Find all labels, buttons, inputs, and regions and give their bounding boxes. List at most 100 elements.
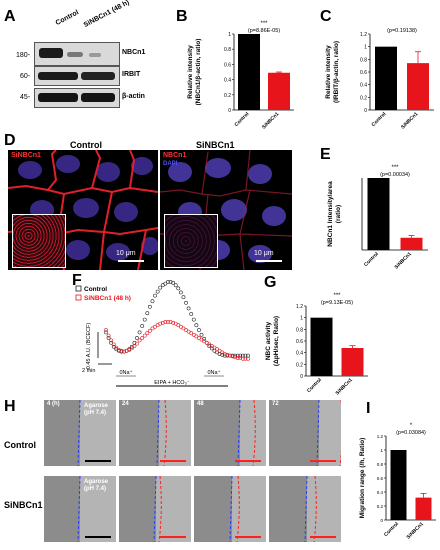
scratch-grid: 4 (h) Agarose (pH 7.4) 24 48 72 Agarose (pH 7.4… <box>44 400 344 550</box>
c-tick-label: 0.2 <box>360 95 367 101</box>
band-nbcn1-lane2 <box>67 52 83 57</box>
panel-label-i: I <box>366 400 371 417</box>
f-point-0 <box>145 311 150 316</box>
f-point-1 <box>240 356 245 361</box>
f-point-0 <box>238 353 243 358</box>
f-point-0 <box>168 280 173 284</box>
f-point-1 <box>104 328 108 332</box>
micro-title-control: Control <box>70 140 102 150</box>
scratch-scale-bar <box>235 460 261 462</box>
scratch-image-r0-c0: 4 (h) Agarose (pH 7.4) <box>44 400 116 466</box>
panel-label-c: C <box>320 8 332 25</box>
c-tick-label: 0.8 <box>360 57 367 63</box>
scratch-scale-bar <box>235 536 261 538</box>
scratch-image-r1-c3 <box>269 476 341 542</box>
i-ylabel-0: Migration range (/h, Ratio) <box>359 438 366 519</box>
f-point-1 <box>147 328 152 333</box>
b-bar-1 <box>268 72 290 110</box>
f-point-0 <box>191 317 196 322</box>
f-point-0 <box>150 299 155 304</box>
c-tick-label: 0 <box>364 108 367 114</box>
scratch-image-r1-c0: Agarose (pH 7.4) <box>44 476 116 542</box>
blot-nbcn1 <box>34 42 120 66</box>
f-point-0 <box>176 286 181 291</box>
f-point-0 <box>106 336 111 340</box>
f-point-1 <box>168 320 173 324</box>
blot-irbit <box>34 66 120 86</box>
scratch-time-label: 4 (h) <box>47 401 60 407</box>
f-point-0 <box>199 332 204 337</box>
i-tick-label: 0.4 <box>377 490 384 495</box>
i-tick-label: 0.2 <box>377 504 384 509</box>
f-point-0 <box>171 280 176 285</box>
f-point-0 <box>147 304 152 309</box>
scratch-scale-bar <box>310 460 336 462</box>
e-bar-1 <box>400 237 423 250</box>
f-na-label-1: 0Na⁺ <box>208 369 221 376</box>
f-point-0 <box>197 328 201 332</box>
e-category-1: SiNBCn1 <box>394 251 414 271</box>
i-category-1: SiNBCn1 <box>406 521 426 541</box>
f-point-1 <box>137 338 142 343</box>
micro-control-cells <box>8 150 158 270</box>
i-pvalue: (p=0.03084) <box>396 430 426 436</box>
chart-c: 0 0.2 0.4 0.6 0.8 1 1.2 Control SiNBCn1 (p=0.1913… <box>325 28 434 131</box>
scratch-image-r1-c2 <box>194 476 266 542</box>
e-category-0: Control <box>363 251 380 268</box>
c-tick-label: 1 <box>364 45 367 51</box>
g-bar-1 <box>341 348 364 376</box>
g-tick-label: 1.2 <box>296 304 303 310</box>
g-tick-label: 1 <box>300 316 303 322</box>
f-point-0 <box>135 336 139 340</box>
panel-label-h: H <box>4 398 16 415</box>
f-point-0 <box>184 300 188 305</box>
micro-sinbcn1-cells <box>160 150 292 270</box>
micro-sinbcn1-inset <box>164 214 218 268</box>
f-point-0 <box>142 317 147 322</box>
micro-control-image: SiNBCn1 10 μm <box>8 150 158 270</box>
f-point-1 <box>160 320 165 325</box>
b-tick-label: 0 <box>228 108 231 114</box>
scratch-scale-bar <box>85 460 111 462</box>
g-bar-0 <box>310 317 333 376</box>
scratch-row-label-sinbcn1: SiNBCn1 <box>4 500 43 510</box>
e-significance: *** <box>391 165 399 171</box>
f-point-0 <box>166 280 170 284</box>
f-point-0 <box>153 293 157 298</box>
f-point-1 <box>225 352 230 357</box>
c-category-0: Control <box>371 111 388 128</box>
f-legend-marker-1 <box>75 294 82 301</box>
scratch-scale-bar <box>160 536 186 538</box>
scratch-scale-bar <box>310 536 336 538</box>
f-point-0 <box>158 285 163 290</box>
panel-label-f: F <box>72 272 82 289</box>
f-point-1 <box>238 356 243 360</box>
f-point-1 <box>158 321 163 326</box>
chart-f: Control SiNBCn1 (48 h) 0.45 A.U. (BCECF)2 … <box>75 280 250 387</box>
f-point-0 <box>111 344 116 349</box>
chart-i: 0 0.2 0.4 0.6 0.8 1 1.2 Control SiNBCn1 *(p=0.030… <box>359 423 436 541</box>
f-treatment-label: EIPA + HCO₃⁻ <box>154 380 190 386</box>
marker-45: 45- <box>20 94 31 101</box>
band-nbcn1-lane1 <box>39 48 63 58</box>
f-point-1 <box>106 333 111 338</box>
c-tick-label: 0.4 <box>360 83 367 89</box>
f-point-0 <box>137 330 142 335</box>
e-ylabel-1: (ratio) <box>335 205 342 223</box>
f-point-1 <box>243 356 248 361</box>
lane-label-sinbcn1: SiNBCn1 (48 h) <box>82 0 131 30</box>
f-point-0 <box>209 346 214 351</box>
f-point-0 <box>104 330 108 335</box>
f-point-1 <box>233 355 237 360</box>
chart-e: Control SiNBCn1 ***(p=0.00034) NBCn1 Intens… <box>327 165 428 271</box>
f-point-1 <box>230 354 235 359</box>
e-bar-0 <box>367 178 390 250</box>
micro-control-scale-label: 10 μm <box>116 250 136 257</box>
scratch-time-label: 24 <box>122 401 129 407</box>
f-point-1 <box>235 356 240 360</box>
b-significance: *** <box>260 21 268 27</box>
f-point-1 <box>117 348 121 352</box>
f-point-1 <box>142 333 147 338</box>
b-ylabel-0: Relative intensity <box>187 45 194 99</box>
b-category-1: SiNBCn1 <box>261 111 281 131</box>
